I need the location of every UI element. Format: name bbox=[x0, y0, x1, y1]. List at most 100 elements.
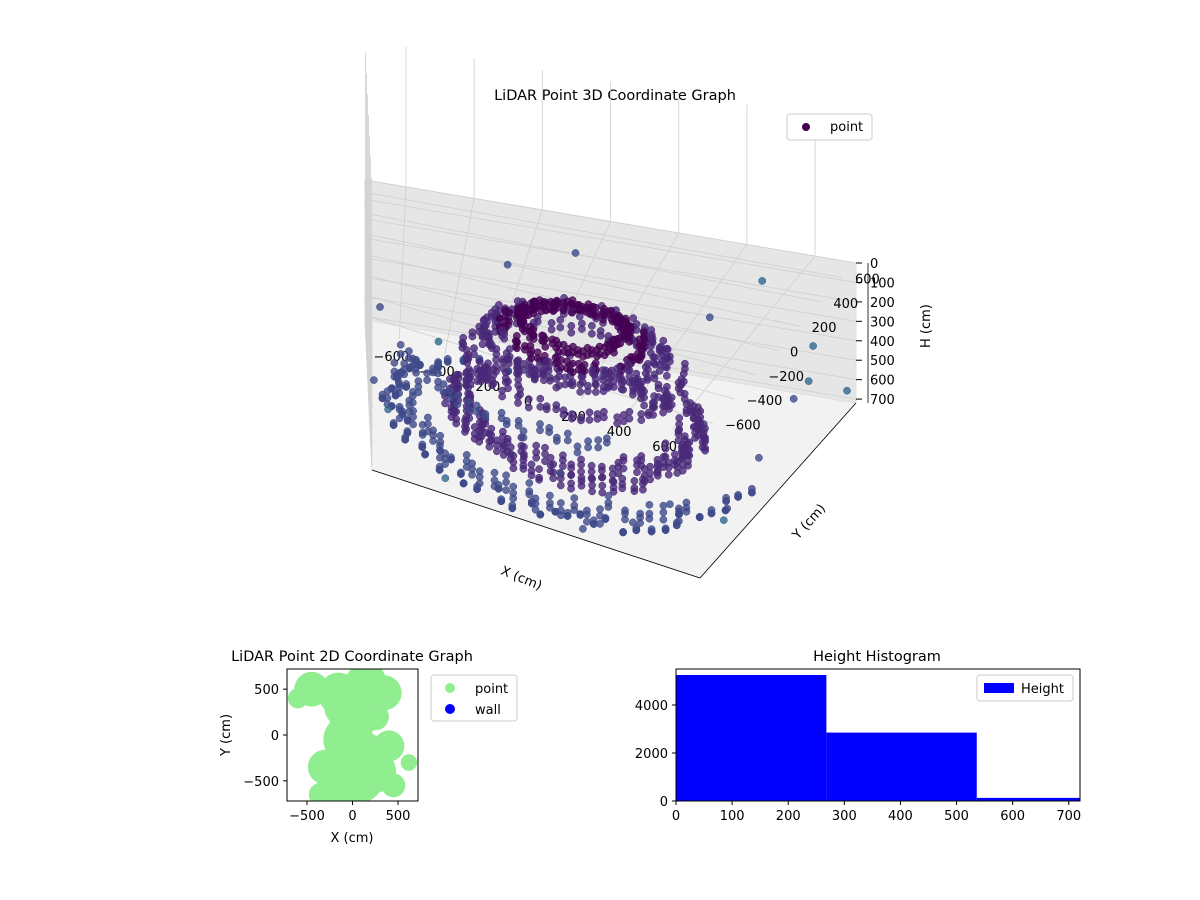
point-3d bbox=[640, 465, 649, 473]
point-3d bbox=[533, 354, 542, 362]
point-3d bbox=[461, 428, 469, 436]
chart-3d-legend: point bbox=[786, 113, 873, 141]
point-3d bbox=[434, 337, 443, 346]
z-tick-label: 200 bbox=[870, 296, 895, 311]
point-3d bbox=[567, 471, 575, 479]
point-2d-cluster bbox=[308, 782, 333, 801]
point-2d-cluster bbox=[307, 749, 343, 785]
point-3d bbox=[524, 403, 533, 412]
point-3d bbox=[567, 414, 576, 423]
point-3d bbox=[502, 486, 510, 494]
point-3d bbox=[464, 405, 473, 414]
point-3d bbox=[504, 359, 513, 368]
point-3d bbox=[618, 484, 627, 493]
y-tick-label: −400 bbox=[747, 394, 783, 409]
z-tick-label: 100 bbox=[870, 276, 895, 291]
x-axis-line bbox=[371, 469, 701, 579]
point-3d bbox=[536, 426, 544, 435]
point-3d bbox=[435, 466, 444, 474]
grid-z-back bbox=[364, 199, 857, 283]
y-tick-label: −200 bbox=[768, 370, 804, 385]
point-3d bbox=[490, 468, 499, 477]
point-3d bbox=[619, 377, 628, 386]
point-3d bbox=[568, 368, 577, 377]
point-3d bbox=[619, 417, 628, 426]
point-3d bbox=[588, 487, 596, 496]
point-3d bbox=[421, 450, 429, 459]
point-3d bbox=[568, 381, 577, 390]
point-3d bbox=[667, 400, 676, 409]
point-3d bbox=[556, 481, 565, 490]
point-3d bbox=[445, 375, 454, 383]
point-3d bbox=[653, 455, 662, 464]
point-2d-cluster bbox=[361, 702, 389, 731]
point-3d bbox=[546, 297, 555, 306]
point-2d-cluster bbox=[381, 773, 406, 798]
point-3d bbox=[418, 443, 427, 451]
point-3d bbox=[441, 474, 450, 483]
chart-3d-legend-label: point bbox=[830, 120, 863, 135]
point-3d bbox=[503, 438, 512, 447]
point-3d bbox=[477, 432, 486, 441]
grid-z-left bbox=[364, 238, 373, 389]
point-3d bbox=[418, 431, 427, 439]
point-3d bbox=[436, 431, 445, 440]
point-3d bbox=[583, 517, 591, 526]
chart-histogram: Height Histogram 0 100 200 300 400 500 600 7000… bbox=[635, 649, 1081, 824]
point-3d bbox=[629, 378, 638, 387]
point-3d bbox=[588, 329, 596, 338]
point-3d bbox=[475, 357, 484, 366]
point-3d bbox=[653, 468, 662, 477]
point-3d bbox=[604, 503, 613, 511]
point-3d bbox=[596, 331, 605, 340]
point-3d bbox=[554, 340, 563, 349]
grid-x-floor bbox=[672, 255, 816, 430]
point-3d bbox=[503, 260, 512, 269]
point-3d bbox=[551, 359, 560, 368]
point-3d bbox=[552, 375, 561, 383]
point-3d bbox=[546, 376, 554, 385]
point-3d bbox=[619, 528, 627, 537]
point-3d bbox=[446, 394, 455, 403]
histogram-legend: Height bbox=[976, 674, 1074, 702]
chart-2d-xlabel: X (cm) bbox=[331, 831, 374, 846]
point-3d bbox=[655, 360, 664, 369]
y-tick-label: −600 bbox=[725, 418, 761, 433]
point-3d bbox=[536, 510, 545, 519]
point-3d bbox=[583, 510, 591, 519]
y-tick-label: 4000 bbox=[635, 699, 668, 714]
x-tick-label: 100 bbox=[720, 809, 745, 824]
x-tick-label: 300 bbox=[832, 809, 857, 824]
point-3d bbox=[682, 507, 691, 516]
chart-2d-legend: point wall bbox=[430, 674, 518, 722]
point-3d bbox=[563, 429, 572, 438]
chart-3d-points bbox=[370, 249, 851, 537]
point-3d bbox=[545, 428, 554, 436]
point-3d bbox=[559, 411, 568, 419]
point-3d bbox=[473, 485, 481, 494]
point-3d bbox=[576, 511, 585, 519]
point-2d-cluster bbox=[287, 688, 308, 709]
point-3d bbox=[686, 408, 695, 416]
point-3d bbox=[525, 490, 534, 499]
histogram-bar bbox=[976, 797, 1080, 801]
point-3d bbox=[567, 322, 576, 330]
x-tick-label: 200 bbox=[776, 809, 801, 824]
point-3d bbox=[662, 363, 671, 372]
point-3d bbox=[508, 504, 517, 513]
x-tick-label: 500 bbox=[944, 809, 969, 824]
point-3d bbox=[477, 425, 486, 434]
point-3d bbox=[719, 516, 728, 525]
point-3d bbox=[671, 460, 679, 469]
point-3d bbox=[588, 368, 597, 377]
point-3d bbox=[594, 436, 603, 444]
point-3d bbox=[585, 416, 594, 424]
point-3d bbox=[475, 473, 484, 481]
chart-3d-ylabel: Y (cm) bbox=[789, 501, 829, 543]
point-3d bbox=[638, 389, 646, 398]
point-3d bbox=[640, 401, 648, 410]
point-3d bbox=[587, 467, 596, 476]
point-3d bbox=[601, 369, 610, 378]
point-3d bbox=[370, 376, 378, 384]
point-3d bbox=[519, 427, 528, 435]
